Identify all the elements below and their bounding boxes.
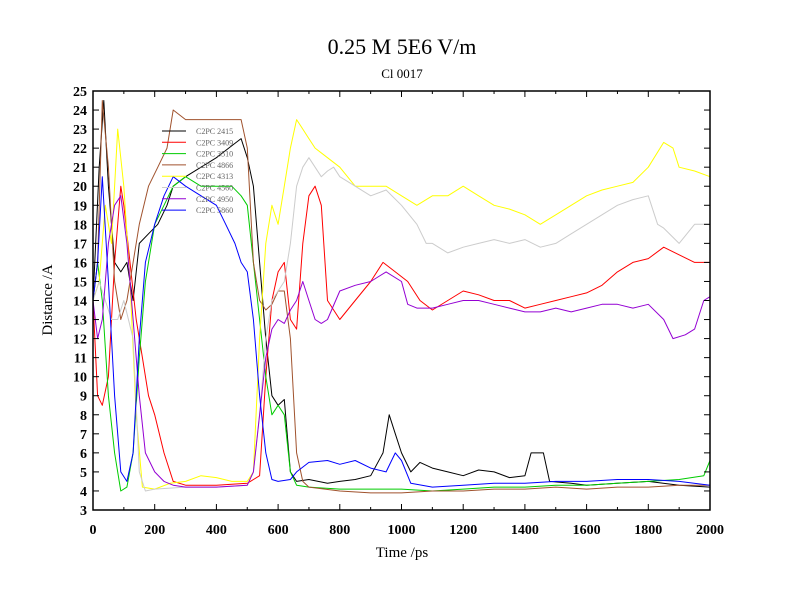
series-line (92, 176, 711, 492)
y-tick-label: 18 (73, 218, 87, 233)
legend-label: C2PC 2415 (196, 127, 233, 136)
legend-label: C2PC 4560 (196, 184, 233, 193)
x-tick-label: 1800 (634, 523, 662, 538)
y-tick-label: 5 (80, 466, 87, 481)
y-tick-label: 19 (73, 199, 87, 214)
series-line (92, 100, 711, 488)
y-axis-label: Distance /A (40, 264, 56, 335)
y-tick-label: 25 (73, 85, 87, 100)
y-tick-label: 3 (80, 504, 87, 519)
y-tick-label: 16 (73, 256, 87, 271)
x-tick-label: 1000 (388, 523, 416, 538)
x-tick-label: 400 (206, 523, 227, 538)
chart-title: 0.25 M 5E6 V/m (328, 34, 477, 59)
x-axis-label: Time /ps (376, 545, 429, 561)
legend-label: C2PC 3510 (196, 150, 233, 159)
y-tick-label: 8 (80, 409, 87, 424)
x-tick-label: 600 (268, 523, 289, 538)
x-tick-label: 2000 (696, 523, 724, 538)
y-tick-label: 13 (73, 314, 87, 329)
x-axis: 0 200 400 600 800 1000 1200 1400 1600 1800 2000 (90, 91, 724, 538)
series-line (92, 195, 711, 488)
x-tick-label: 1600 (573, 523, 601, 538)
series-line (92, 185, 710, 486)
y-tick-label: 6 (80, 447, 87, 462)
y-tick-label: 23 (73, 123, 87, 138)
y-tick-label: 4 (80, 485, 87, 500)
y-tick-label: 9 (80, 390, 87, 405)
plot-series-group (92, 100, 711, 494)
chart-subtitle: Cl 0017 (381, 66, 423, 81)
x-tick-label: 0 (90, 523, 97, 538)
legend-label: C2PC 4866 (196, 161, 233, 170)
y-tick-label: 22 (73, 142, 87, 157)
series-line (92, 100, 710, 494)
x-tick-label: 1400 (511, 523, 539, 538)
legend: C2PC 2415 C2PC 3409 C2PC 3510 C2PC 4866 C2PC… (162, 127, 233, 215)
legend-label: C2PC 4950 (196, 195, 233, 204)
legend-label: C2PC 4313 (196, 172, 233, 181)
y-tick-label: 17 (73, 237, 87, 252)
x-tick-label: 1200 (449, 523, 477, 538)
x-tick-label: 800 (329, 523, 350, 538)
y-tick-label: 11 (74, 352, 87, 367)
y-tick-label: 7 (80, 428, 87, 443)
y-tick-label: 15 (73, 275, 87, 290)
legend-label: C2PC 3409 (196, 138, 233, 147)
y-tick-label: 24 (73, 104, 87, 119)
y-axis: 3 4 5 6 7 8 9 10 11 12 13 14 15 16 17 18 19 20 21 22 23 24 25 (73, 85, 710, 519)
series-line (92, 176, 711, 488)
series-line (92, 157, 710, 492)
y-tick-label: 21 (73, 161, 87, 176)
series-line (92, 119, 711, 490)
y-tick-label: 10 (73, 371, 87, 386)
y-tick-label: 14 (73, 295, 87, 310)
y-tick-label: 20 (73, 180, 87, 195)
y-tick-label: 12 (73, 333, 87, 348)
legend-label: C2PC 5860 (196, 206, 233, 215)
x-tick-label: 200 (144, 523, 165, 538)
